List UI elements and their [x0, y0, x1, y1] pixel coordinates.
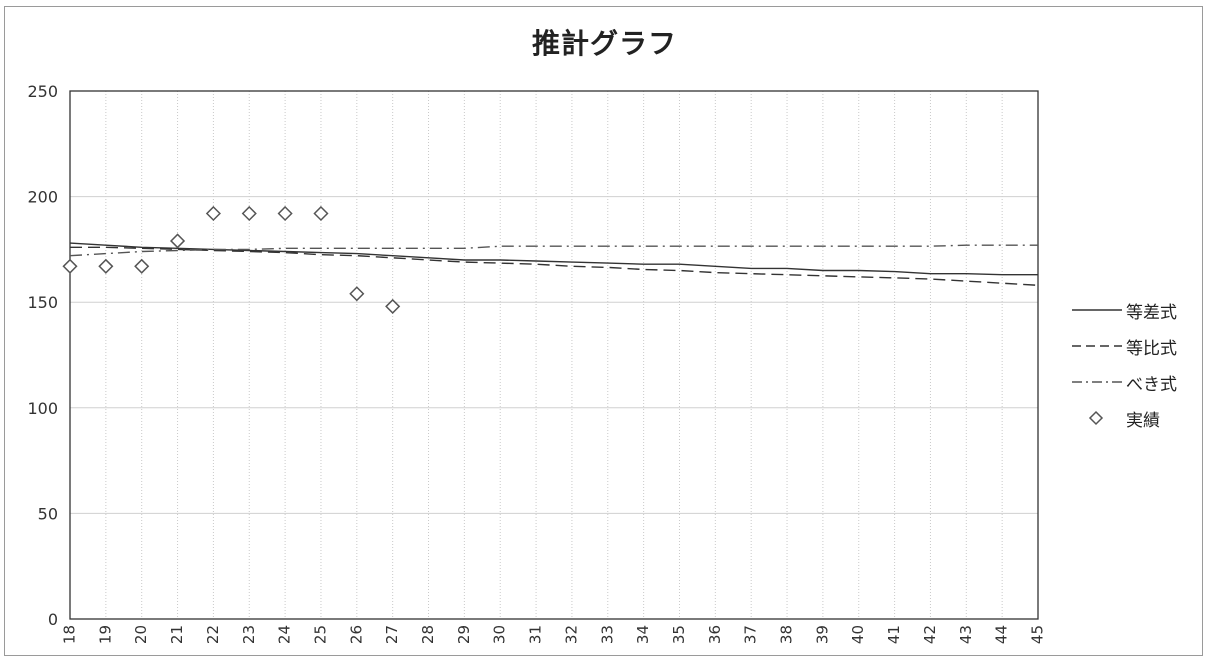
data-point-実績 — [241, 205, 257, 222]
chart-title: 推計グラフ — [531, 27, 677, 60]
plot-border — [69, 90, 1039, 620]
x-tick-label: 31 — [527, 625, 545, 644]
x-tick-label: 39 — [813, 625, 831, 644]
x-tick-label: 32 — [562, 625, 580, 644]
x-tick-label: 30 — [491, 625, 509, 644]
series-line-べき式 — [69, 244, 1038, 257]
x-tick-label: 38 — [778, 625, 796, 644]
legend-item: べき式 — [1068, 364, 1203, 400]
x-tick-label: 19 — [96, 625, 114, 644]
x-tick-label: 20 — [132, 625, 150, 644]
legend-item: 等比式 — [1068, 328, 1203, 364]
x-tick-label: 28 — [419, 625, 437, 644]
data-point-実績 — [134, 258, 150, 274]
x-tick-label: 24 — [276, 625, 294, 644]
x-tick-label: 18 — [61, 625, 79, 644]
y-tick-label: 50 — [38, 504, 58, 523]
x-tick-label: 27 — [383, 625, 401, 644]
x-tick-label: 22 — [204, 625, 222, 644]
legend-item: 等差式 — [1068, 292, 1203, 328]
series-line-等差式 — [69, 242, 1038, 276]
legend-symbol — [1072, 381, 1122, 383]
x-tick-label: 26 — [347, 625, 365, 644]
x-tick-label: 29 — [455, 625, 473, 644]
data-point-実績 — [205, 205, 221, 222]
chart-frame — [4, 6, 1203, 656]
x-tick-label: 45 — [1029, 625, 1047, 644]
x-tick-label: 43 — [957, 625, 975, 644]
series-line-等比式 — [70, 246, 1039, 286]
legend-label: 等比式 — [1126, 338, 1177, 359]
legend-label: 実績 — [1126, 410, 1160, 431]
data-point-実績 — [98, 258, 114, 274]
data-point-実績 — [169, 233, 186, 249]
legend-symbol — [1072, 345, 1122, 347]
x-tick-label: 40 — [849, 625, 867, 644]
y-tick-label: 150 — [27, 293, 58, 312]
legend-label: べき式 — [1126, 374, 1177, 395]
data-point-実績 — [313, 205, 329, 222]
data-point-実績 — [277, 205, 293, 222]
x-tick-label: 34 — [634, 625, 652, 644]
data-point-実績 — [385, 298, 401, 314]
x-tick-label: 25 — [311, 625, 329, 644]
x-tick-label: 35 — [670, 625, 688, 644]
y-tick-label: 0 — [48, 610, 58, 629]
y-tick-label: 250 — [27, 82, 58, 101]
x-tick-label: 37 — [742, 625, 760, 644]
x-tick-label: 33 — [598, 625, 616, 644]
data-point-実績 — [349, 286, 365, 302]
data-point-実績 — [62, 258, 78, 274]
x-tick-label: 44 — [993, 625, 1011, 644]
legend-symbol — [1072, 309, 1122, 311]
x-tick-label: 36 — [706, 625, 724, 644]
y-tick-label: 100 — [27, 399, 58, 418]
legend: 等差式等比式べき式実績 — [1068, 292, 1203, 436]
x-tick-label: 23 — [240, 625, 258, 644]
legend-label: 等差式 — [1126, 302, 1177, 323]
y-tick-label: 200 — [27, 188, 58, 207]
x-tick-label: 41 — [885, 625, 903, 644]
x-tick-label: 42 — [921, 625, 939, 644]
legend-symbol — [1088, 410, 1104, 426]
x-tick-label: 21 — [168, 625, 186, 644]
legend-item: 実績 — [1068, 400, 1203, 436]
